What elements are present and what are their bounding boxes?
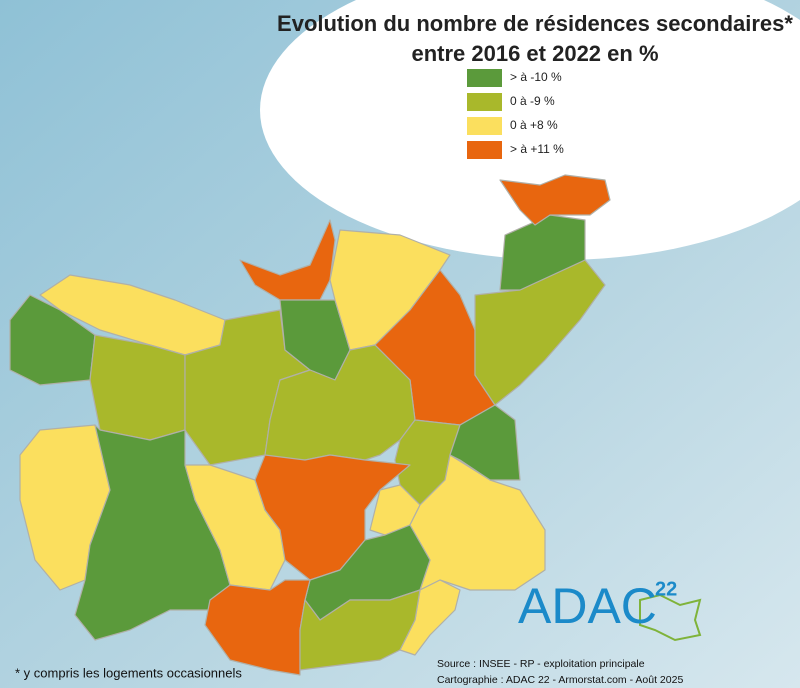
legend-swatch <box>467 141 502 159</box>
logo-outline <box>639 593 702 642</box>
logo-number: 22 <box>655 578 677 600</box>
region <box>239 219 336 301</box>
legend-label: > à +11 % <box>510 142 564 156</box>
legend-swatch <box>467 93 502 111</box>
legend-label: 0 à -9 % <box>510 94 555 108</box>
legend-swatch <box>467 69 502 87</box>
region <box>264 344 416 461</box>
title-line: entre 2016 et 2022 en % <box>411 41 658 66</box>
legend-label: > à -10 % <box>510 70 562 84</box>
legend-label: 0 à +8 % <box>510 118 558 132</box>
title-backdrop <box>260 0 800 260</box>
logo-text: ADAC <box>518 578 657 634</box>
source-line: Source : INSEE - RP - exploitation princ… <box>437 658 645 670</box>
regions <box>9 174 611 676</box>
source-line: Cartographie : ADAC 22 - Armorstat.com -… <box>437 674 683 686</box>
region <box>499 174 611 226</box>
title-line: Evolution du nombre de résidences second… <box>277 11 793 36</box>
footnote: * y compris les logements occasionnels <box>15 665 242 680</box>
region <box>299 589 421 671</box>
region <box>89 334 186 441</box>
legend: > à -10 % 0 à -9 % 0 à +8 % > à +11 % <box>467 69 564 159</box>
legend-swatch <box>467 117 502 135</box>
